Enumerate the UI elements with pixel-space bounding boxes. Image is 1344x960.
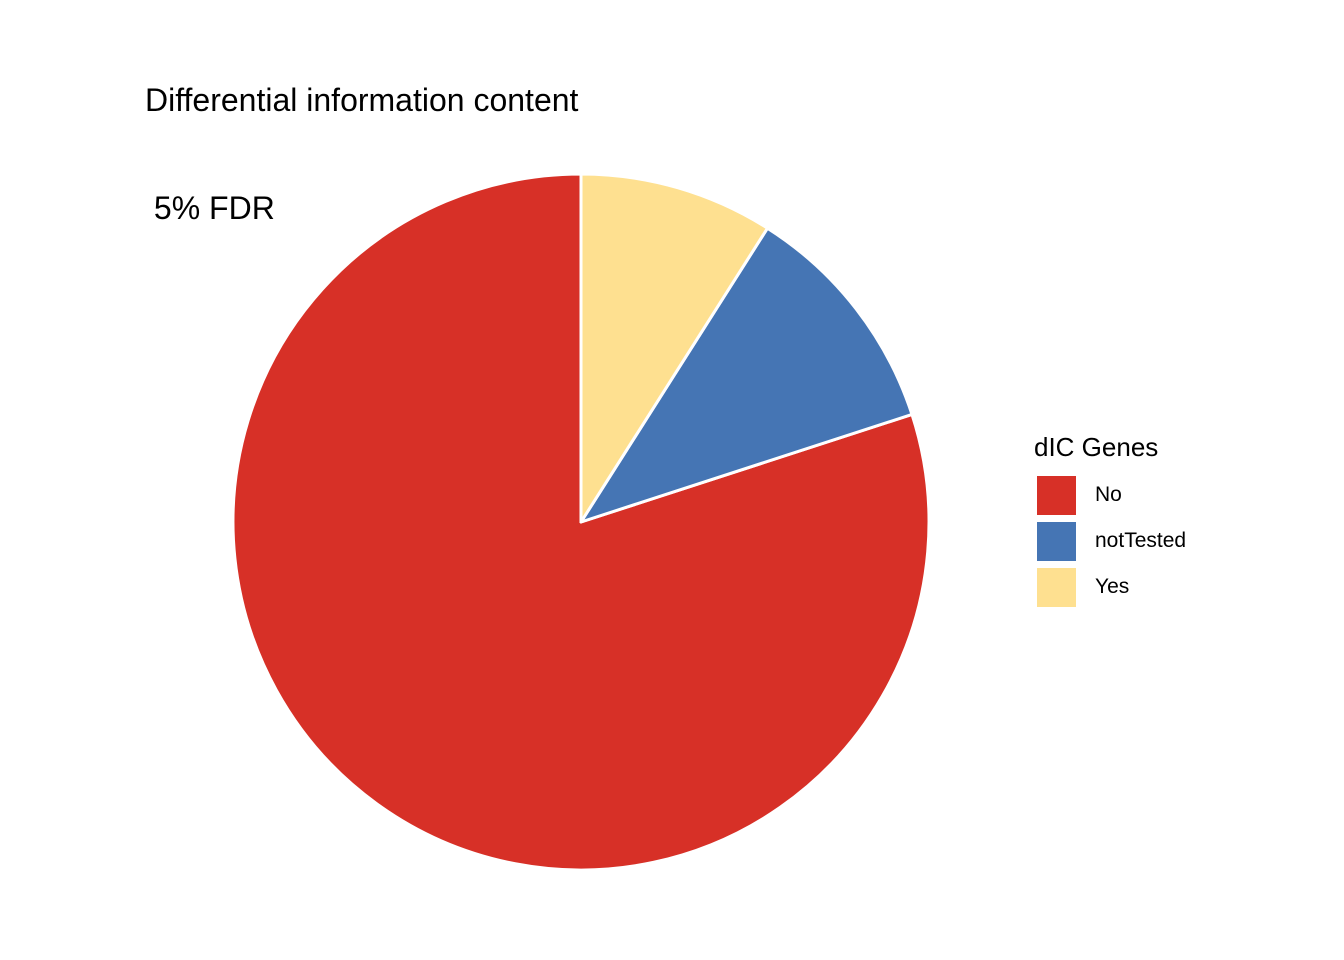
legend-item-nottested: notTested	[1034, 518, 1186, 564]
chart-title-line-2: 5% FDR	[145, 190, 275, 226]
legend-item-yes: Yes	[1034, 564, 1186, 610]
legend-item-no: No	[1034, 472, 1186, 518]
pie-slice-yes	[579, 172, 769, 524]
pie-slice-no	[231, 172, 931, 872]
legend-title: dIC Genes	[1034, 432, 1159, 462]
legend-label-no: No	[1095, 483, 1122, 506]
pie-slice-nottested	[579, 226, 914, 524]
chart-title-line-1: Differential information content	[145, 82, 579, 118]
legend-swatch-yes	[1037, 567, 1076, 607]
legend-label-yes: Yes	[1095, 575, 1130, 598]
legend-swatch-nottested	[1037, 521, 1076, 561]
legend-swatch-no	[1037, 475, 1076, 515]
legend: dIC Genes No notTested Yes	[1034, 430, 1186, 610]
chart-title: Differential information content 5% FDR	[145, 10, 578, 262]
legend-label-nottested: notTested	[1095, 529, 1187, 552]
